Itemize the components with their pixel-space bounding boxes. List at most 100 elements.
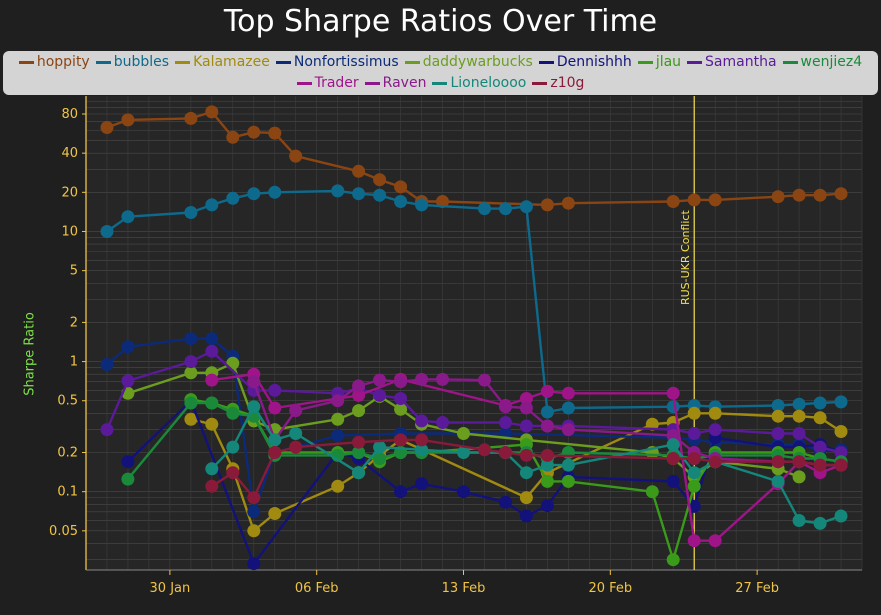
data-point [540, 458, 554, 472]
data-point [540, 419, 554, 433]
legend-item[interactable]: Dennishhh [538, 52, 632, 73]
data-point [813, 440, 827, 454]
legend-label: daddywarbucks [422, 54, 533, 70]
series-line [211, 373, 842, 542]
legend-item[interactable]: daddywarbucks [404, 52, 533, 73]
data-point [268, 401, 282, 415]
data-point [205, 344, 219, 358]
data-point [100, 358, 114, 371]
legend-swatch [296, 82, 312, 85]
data-point [415, 414, 429, 428]
data-point [121, 210, 135, 224]
y-tick-label: 2 [70, 315, 78, 330]
data-point [478, 202, 491, 216]
legend-swatch [532, 82, 548, 85]
x-tick-label: 13 Feb [442, 581, 486, 596]
data-point [184, 206, 198, 219]
data-point [394, 485, 408, 499]
data-point [352, 388, 366, 402]
data-point [247, 400, 261, 414]
y-tick-label: 80 [61, 107, 78, 122]
data-point [687, 479, 701, 493]
x-tick-label: 20 Feb [588, 581, 632, 596]
legend-item[interactable]: Lioneloooo [432, 73, 526, 94]
data-point [415, 477, 429, 491]
data-point [519, 200, 533, 214]
chart-title: Top Sharpe Ratios Over Time [223, 4, 658, 39]
data-point [499, 446, 512, 459]
legend-item[interactable]: bubbles [95, 52, 169, 73]
legend-item[interactable]: Samantha [687, 52, 777, 73]
data-point [100, 423, 114, 437]
data-point [666, 474, 680, 488]
data-point [205, 105, 219, 119]
data-point [561, 474, 575, 488]
data-point [205, 396, 219, 410]
y-tick-label: 0.05 [49, 524, 78, 539]
data-point [499, 495, 512, 509]
data-point [478, 443, 491, 457]
data-point [394, 392, 408, 405]
data-point [519, 448, 533, 462]
legend-label: Kalamazee [193, 54, 270, 70]
data-point [247, 375, 261, 389]
data-point [792, 514, 806, 527]
y-tick-label: 20 [61, 185, 78, 200]
legend-item[interactable]: Nonfortissimus [275, 52, 399, 73]
data-point [771, 455, 785, 469]
data-point [121, 374, 135, 388]
legend-item[interactable]: hoppity [18, 52, 90, 73]
data-point [415, 372, 429, 386]
data-point [666, 386, 680, 400]
data-point [205, 462, 219, 476]
data-point [457, 427, 470, 440]
y-tick-label: 0.1 [57, 485, 78, 500]
x-tick-label: 30 Jan [150, 581, 191, 596]
legend-item[interactable]: z10g [532, 73, 584, 94]
legend-swatch [538, 61, 554, 64]
data-point [561, 386, 575, 400]
data-point [708, 534, 722, 548]
x-tick-label: 27 Feb [735, 581, 779, 596]
data-point [436, 416, 449, 429]
data-point [184, 412, 198, 426]
data-point [687, 466, 701, 480]
data-point [394, 195, 408, 208]
data-point [331, 429, 345, 443]
data-point [205, 198, 219, 212]
data-point [373, 188, 387, 202]
data-point [268, 446, 282, 459]
legend-label: Trader [314, 75, 359, 91]
legend-item[interactable]: Trader [296, 73, 359, 94]
data-point [792, 427, 806, 440]
data-point [708, 423, 722, 437]
data-point [540, 405, 554, 419]
data-point [687, 452, 701, 465]
y-tick-label: 10 [61, 224, 78, 239]
data-point [519, 509, 533, 523]
data-point [687, 193, 701, 207]
data-point [247, 125, 261, 139]
data-point [331, 412, 345, 426]
data-point [666, 429, 680, 443]
data-point [373, 452, 387, 465]
legend-item[interactable]: Kalamazee [175, 52, 270, 73]
data-point [457, 485, 470, 499]
data-point [184, 366, 198, 380]
data-point [792, 188, 806, 202]
data-point [121, 340, 135, 354]
data-point [645, 485, 659, 499]
legend-item[interactable]: wenjiez4 [782, 52, 862, 73]
data-point [813, 396, 827, 410]
data-point [813, 188, 827, 202]
data-point [771, 399, 785, 412]
legend-item[interactable]: Raven [364, 73, 426, 94]
legend-item[interactable]: jlau [637, 52, 681, 73]
data-point [813, 458, 827, 472]
data-point [561, 196, 575, 210]
data-point [394, 433, 408, 447]
data-point [666, 400, 680, 414]
data-point [352, 379, 366, 393]
data-point [205, 479, 219, 493]
data-point [436, 372, 449, 386]
